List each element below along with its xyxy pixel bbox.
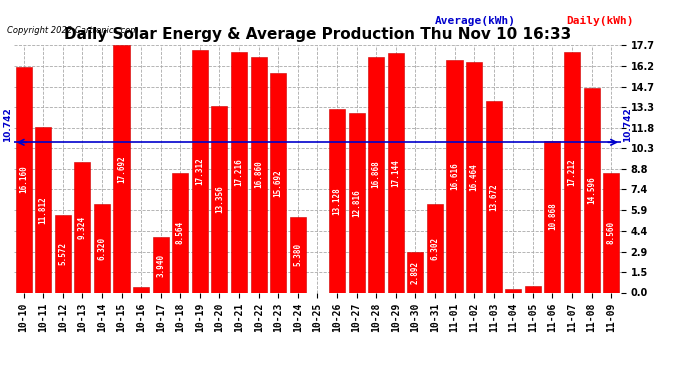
Bar (250, 57, 266, 292)
Bar (427, 204, 443, 292)
Bar (407, 252, 424, 292)
Bar (525, 286, 541, 292)
Bar (75, 162, 90, 292)
Bar (211, 106, 228, 292)
Text: 17.212: 17.212 (568, 158, 577, 186)
Text: 6.302: 6.302 (431, 237, 440, 260)
Bar (388, 53, 404, 292)
Text: 8.560: 8.560 (607, 221, 615, 244)
Text: 14.596: 14.596 (587, 177, 596, 204)
Text: 11.812: 11.812 (39, 196, 48, 224)
Bar (270, 73, 286, 292)
Text: 8.564: 8.564 (176, 221, 185, 244)
Bar (231, 52, 247, 292)
Bar (133, 287, 149, 292)
Text: 5.572: 5.572 (58, 242, 67, 265)
Bar (544, 141, 560, 292)
Bar (348, 113, 364, 292)
Text: 17.216: 17.216 (235, 158, 244, 186)
Bar (486, 101, 502, 292)
Bar (94, 204, 110, 292)
Text: 16.616: 16.616 (450, 162, 459, 190)
Bar (35, 128, 51, 292)
Text: 13.356: 13.356 (215, 185, 224, 213)
Text: 16.464: 16.464 (470, 164, 479, 191)
Bar (466, 62, 482, 292)
Text: 16.868: 16.868 (372, 161, 381, 189)
Bar (152, 237, 169, 292)
Bar (172, 173, 188, 292)
Bar (113, 45, 130, 292)
Text: 9.324: 9.324 (78, 216, 87, 239)
Text: 6.320: 6.320 (97, 237, 106, 260)
Text: 16.160: 16.160 (19, 166, 28, 194)
Bar (55, 214, 71, 292)
Bar (329, 109, 345, 292)
Text: 2.892: 2.892 (411, 261, 420, 284)
Text: 17.312: 17.312 (195, 158, 204, 185)
Bar (290, 217, 306, 292)
Bar (584, 88, 600, 292)
Bar (564, 52, 580, 292)
Title: Daily Solar Energy & Average Production Thu Nov 10 16:33: Daily Solar Energy & Average Production … (63, 27, 571, 42)
Bar (16, 66, 32, 292)
Bar (505, 289, 522, 292)
Text: Copyright 2022 Cartronics.com: Copyright 2022 Cartronics.com (7, 26, 138, 35)
Bar (192, 50, 208, 292)
Text: 10.742: 10.742 (623, 108, 632, 142)
Bar (603, 173, 619, 292)
Text: 10.742: 10.742 (3, 108, 12, 142)
Text: 13.128: 13.128 (333, 187, 342, 214)
Text: 12.816: 12.816 (352, 189, 361, 217)
Text: 10.868: 10.868 (548, 202, 557, 230)
Text: 3.940: 3.940 (156, 254, 165, 276)
Text: 15.692: 15.692 (274, 169, 283, 196)
Text: 5.380: 5.380 (293, 243, 302, 267)
Text: 17.692: 17.692 (117, 155, 126, 183)
Text: Daily(kWh): Daily(kWh) (566, 16, 633, 26)
Text: 17.144: 17.144 (391, 159, 400, 186)
Text: 16.860: 16.860 (254, 161, 263, 189)
Bar (368, 57, 384, 292)
Bar (446, 60, 462, 292)
Text: 13.672: 13.672 (489, 183, 498, 211)
Text: Average(kWh): Average(kWh) (435, 16, 515, 26)
